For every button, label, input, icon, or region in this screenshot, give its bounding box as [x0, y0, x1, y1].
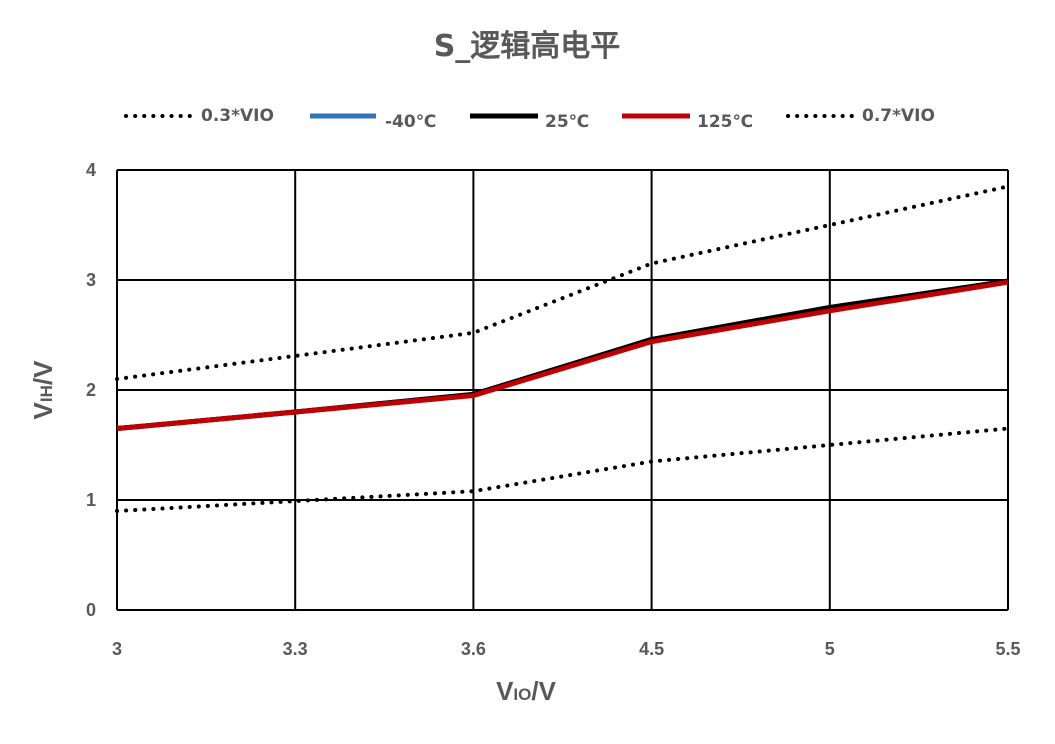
x-tick-label-3: 4.5 [639, 639, 664, 659]
y-tick-label-3: 3 [86, 270, 96, 290]
x-tick-label-5: 5.5 [995, 639, 1020, 659]
y-axis-label-main: V [28, 401, 58, 419]
grid [116, 169, 1009, 611]
series-line-4 [115, 184, 1010, 381]
series-group [115, 184, 1010, 513]
x-axis-label-sub: IO [513, 685, 531, 704]
x-axis-label-unit: /V [531, 676, 556, 706]
x-tick-label-0: 3 [112, 639, 122, 659]
series-line-0 [115, 426, 1010, 513]
y-tick-label-0: 0 [86, 600, 96, 620]
chart-title: S_逻辑高电平 [434, 29, 621, 64]
y-tick-label-2: 2 [86, 380, 96, 400]
x-tick-labels: 3 3.3 3.6 4.5 5 5.5 [112, 639, 1021, 659]
y-tick-label-1: 1 [86, 490, 96, 510]
legend-label-3: 125℃ [697, 112, 753, 132]
x-axis-label: VIO/V [496, 676, 557, 706]
x-tick-label-4: 5 [825, 639, 835, 659]
x-tick-label-2: 3.6 [461, 639, 486, 659]
y-axis-label-sub: IH [37, 385, 56, 402]
legend-label-1: -40℃ [385, 112, 436, 132]
legend-label-0: 0.3*VIO [201, 106, 274, 126]
legend-label-4: 0.7*VIO [862, 106, 935, 126]
y-tick-labels: 0 1 2 3 4 [86, 160, 96, 620]
y-axis-label-unit: /V [28, 360, 58, 385]
legend: 0.3*VIO -40℃ 25℃ 125℃ 0.7*VIO [124, 106, 935, 132]
x-tick-label-1: 3.3 [283, 639, 308, 659]
y-axis-label: VIH/V [28, 360, 58, 420]
y-tick-label-4: 4 [86, 160, 96, 180]
x-axis-label-main: V [496, 676, 514, 706]
series-line-3 [116, 279, 1009, 431]
legend-label-2: 25℃ [545, 112, 589, 132]
